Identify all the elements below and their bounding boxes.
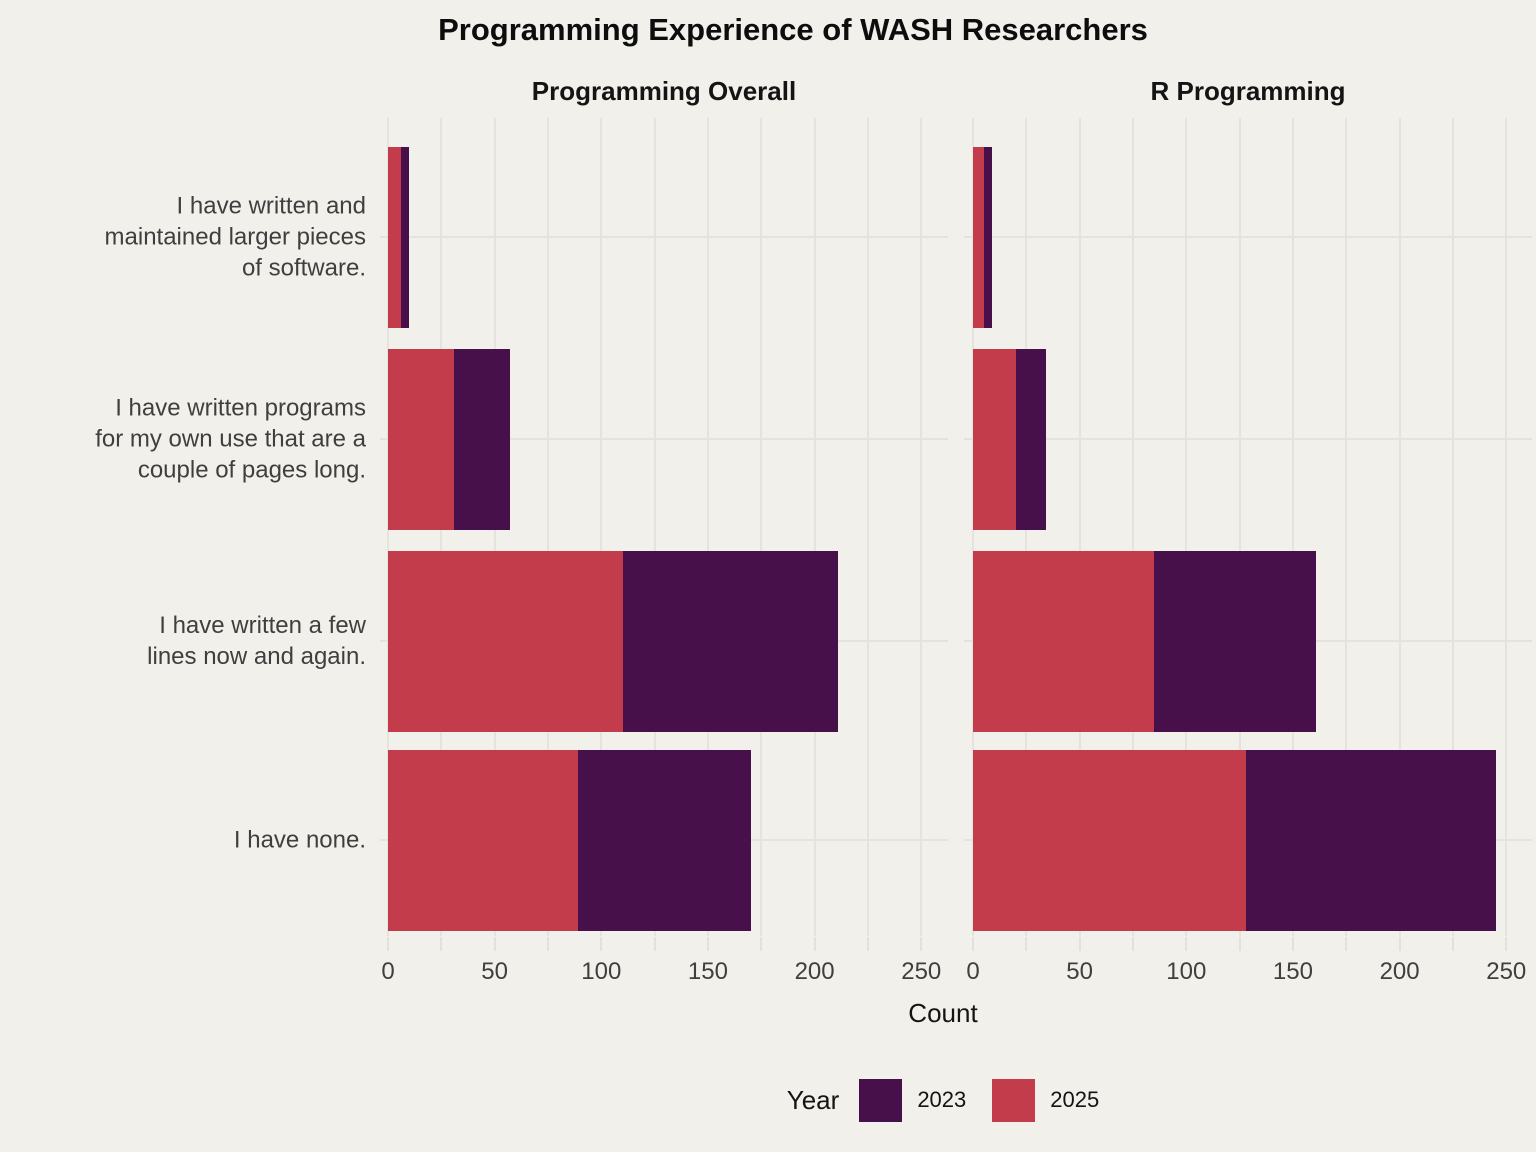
legend-swatch-2025 xyxy=(992,1078,1036,1122)
x-tick-label: 150 xyxy=(1272,958,1313,985)
gridline-vertical xyxy=(920,118,923,936)
legend-title: Year xyxy=(786,1084,840,1115)
x-tick-label: 150 xyxy=(687,958,728,985)
legend-label-2023: 2023 xyxy=(917,1087,967,1112)
bar-segment-2023 xyxy=(1246,749,1496,931)
bar-segment-2023 xyxy=(400,146,410,328)
gridline-vertical xyxy=(706,118,709,936)
axis-tick-mark xyxy=(600,937,603,951)
bar-segment-2025 xyxy=(973,146,984,328)
bar-segment-2023 xyxy=(1015,348,1046,530)
axis-tick-mark xyxy=(1131,937,1134,951)
bar-segment-2023 xyxy=(454,348,510,530)
gridline-vertical xyxy=(760,118,763,936)
axis-tick-mark xyxy=(1025,937,1028,951)
axis-tick-mark xyxy=(866,937,869,951)
bar-segment-2025 xyxy=(973,749,1247,931)
bar-segment-2023 xyxy=(577,749,751,931)
gridline-vertical xyxy=(1291,118,1294,936)
gridline-vertical xyxy=(1451,118,1454,936)
legend-label-2025: 2025 xyxy=(1050,1087,1100,1112)
axis-tick-mark xyxy=(1345,937,1348,951)
axis-tick-mark xyxy=(706,937,709,951)
x-axis-title: Count xyxy=(908,998,978,1028)
bar-segment-2025 xyxy=(388,348,455,530)
axis-tick-mark xyxy=(1505,937,1508,951)
bar-segment-2025 xyxy=(388,749,578,931)
axis-tick-mark xyxy=(1398,937,1401,951)
bar-segment-2025 xyxy=(973,348,1016,530)
bar-segment-2025 xyxy=(388,550,623,732)
axis-tick-mark xyxy=(1451,937,1454,951)
gridline-vertical xyxy=(653,118,656,936)
axis-tick-mark xyxy=(1078,937,1081,951)
legend-swatch-2023 xyxy=(859,1078,903,1122)
bar-segment-2023 xyxy=(622,550,839,732)
gridline-horizontal xyxy=(380,236,948,238)
x-tick-label: 250 xyxy=(901,958,942,985)
axis-tick-mark xyxy=(1238,937,1241,951)
bar-segment-2023 xyxy=(983,146,993,328)
axis-tick-mark xyxy=(813,937,816,951)
bar-segment-2025 xyxy=(973,550,1155,732)
page-title: Programming Experience of WASH Researche… xyxy=(438,12,1148,47)
axis-tick-mark xyxy=(1291,937,1294,951)
x-tick-label: 100 xyxy=(581,958,622,985)
x-tick-label: 100 xyxy=(1166,958,1207,985)
gridline-vertical xyxy=(546,118,549,936)
gridline-vertical xyxy=(813,118,816,936)
x-tick-label: 200 xyxy=(1379,958,1420,985)
gridline-vertical xyxy=(600,118,603,936)
bar-segment-2023 xyxy=(1154,550,1317,732)
gridline-vertical xyxy=(1345,118,1348,936)
gridline-vertical xyxy=(1131,118,1134,936)
category-label-few-lines: I have written a few lines now and again… xyxy=(147,612,366,670)
gridline-vertical xyxy=(1078,118,1081,936)
axis-tick-mark xyxy=(1185,937,1188,951)
gridline-vertical xyxy=(1238,118,1241,936)
x-tick-label: 50 xyxy=(481,958,508,985)
panel-title-overall: Programming Overall xyxy=(531,76,797,106)
gridline-vertical xyxy=(1398,118,1401,936)
category-label-couple-pages: I have written programs for my own use t… xyxy=(95,394,366,484)
category-label-larger-software: I have written and maintained larger pie… xyxy=(104,192,366,282)
x-tick-label: 250 xyxy=(1486,958,1527,985)
axis-tick-mark xyxy=(653,937,656,951)
gridline-vertical xyxy=(1505,118,1508,936)
axis-tick-mark xyxy=(920,937,923,951)
gridline-vertical xyxy=(866,118,869,936)
x-tick-label: 200 xyxy=(794,958,835,985)
axis-tick-mark xyxy=(493,937,496,951)
category-label-none: I have none. xyxy=(233,826,366,854)
axis-tick-mark xyxy=(546,937,549,951)
axis-tick-mark xyxy=(972,937,974,951)
axis-tick-mark xyxy=(440,937,443,951)
bar-segment-2025 xyxy=(388,146,401,328)
gridline-horizontal xyxy=(964,236,1532,238)
gridline-vertical xyxy=(1185,118,1188,936)
x-tick-label: 0 xyxy=(966,958,980,985)
x-tick-label: 50 xyxy=(1066,958,1093,985)
gridline-horizontal xyxy=(964,438,1532,440)
gridline-horizontal xyxy=(380,438,948,440)
panel-title-r: R Programming xyxy=(1150,76,1346,106)
axis-tick-mark xyxy=(387,937,389,951)
legend: Year 2023 2025 xyxy=(350,1072,1536,1128)
axis-tick-mark xyxy=(760,937,763,951)
x-tick-label: 0 xyxy=(381,958,395,985)
